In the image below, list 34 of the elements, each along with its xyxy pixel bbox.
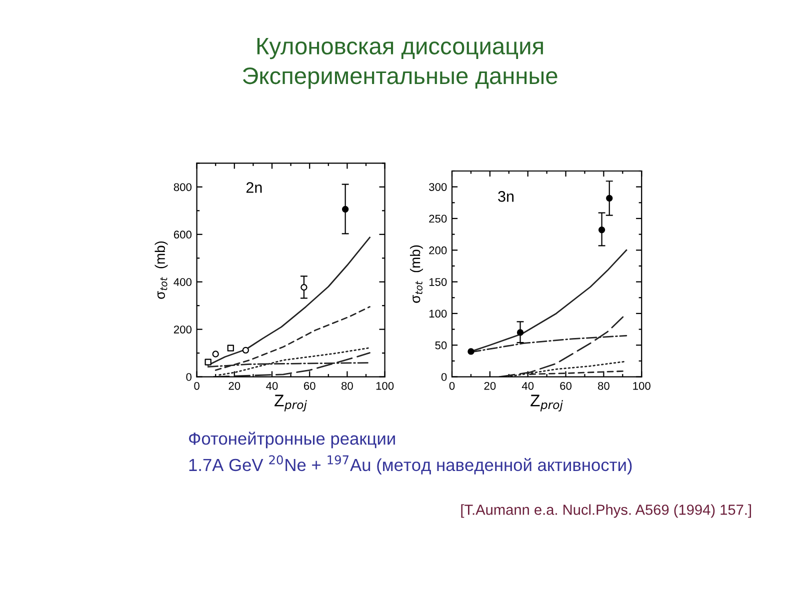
- x-tick-label: 40: [266, 382, 278, 390]
- x-axis-title: Z$_{proj}$: [530, 394, 563, 412]
- y-tick-label: 50: [435, 341, 447, 350]
- x-tick-label: 60: [560, 382, 572, 390]
- y-tick-label: 600: [174, 230, 192, 239]
- y-tick-label: 150: [429, 278, 447, 286]
- y-axis-title: σ$_{tot}$ (mb): [410, 245, 423, 303]
- y-tick-label: 250: [429, 214, 447, 223]
- y-tick-label: 300: [429, 183, 447, 191]
- y-tick-label: 200: [174, 326, 192, 334]
- x-tick-label: 100: [376, 382, 394, 390]
- text: Фотонейтронные реакции: [189, 432, 395, 448]
- y-tick-label: 200: [429, 246, 447, 254]
- y-tick-label: 0: [186, 373, 192, 381]
- x-tick-label: 40: [522, 382, 534, 390]
- y-tick-label: 800: [174, 183, 192, 192]
- x-tick-label: 20: [228, 382, 240, 390]
- y-tick-label: 100: [429, 310, 447, 318]
- y-tick-label: 0: [441, 373, 447, 381]
- y-axis-title: σ$_{tot}$ (mb): [154, 241, 168, 299]
- x-tick-label: 0: [194, 382, 200, 390]
- x-tick-label: 0: [449, 382, 455, 390]
- y-tick-label: 400: [174, 278, 192, 286]
- chart-title: Кулоновская диссоциация Экспериментальные данные: [242, 38, 558, 89]
- x-axis-title: Z$_{proj}$: [274, 394, 307, 412]
- annotation: 3n: [498, 191, 514, 202]
- text: 1.7A GeV $^{20}$Ne + $^{197}$Au (метод наведенной активности): [189, 455, 632, 475]
- x-tick-label: 80: [342, 382, 353, 390]
- x-tick-label: 80: [598, 382, 610, 390]
- x-tick-label: 60: [304, 382, 316, 390]
- x-tick-label: 20: [484, 382, 496, 390]
- x-tick-label: 100: [633, 382, 650, 390]
- annotation: 2n: [246, 182, 262, 193]
- text: [T.Aumann e.a. Nucl.Phys. A569 (1994) 157.]: [461, 504, 751, 518]
